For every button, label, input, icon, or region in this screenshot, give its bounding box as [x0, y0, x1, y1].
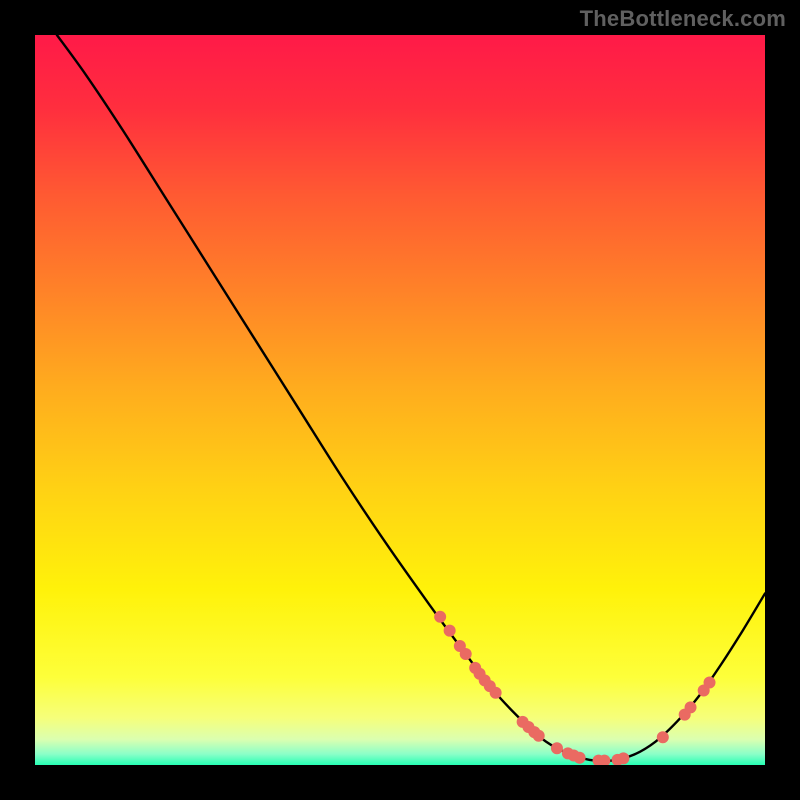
frame: TheBottleneck.com [0, 0, 800, 800]
scatter-point [434, 611, 446, 623]
scatter-point [685, 701, 697, 713]
scatter-point [704, 677, 716, 689]
scatter-point [574, 752, 586, 764]
scatter-point [460, 648, 472, 660]
scatter-point [617, 752, 629, 764]
scatter-point [533, 730, 545, 742]
scatter-point [444, 625, 456, 637]
scatter-point [551, 742, 563, 754]
gradient-bg [35, 35, 765, 765]
watermark-text: TheBottleneck.com [580, 6, 786, 32]
chart-svg [35, 35, 765, 765]
scatter-point [490, 687, 502, 699]
scatter-point [657, 731, 669, 743]
plot-area [35, 35, 765, 765]
